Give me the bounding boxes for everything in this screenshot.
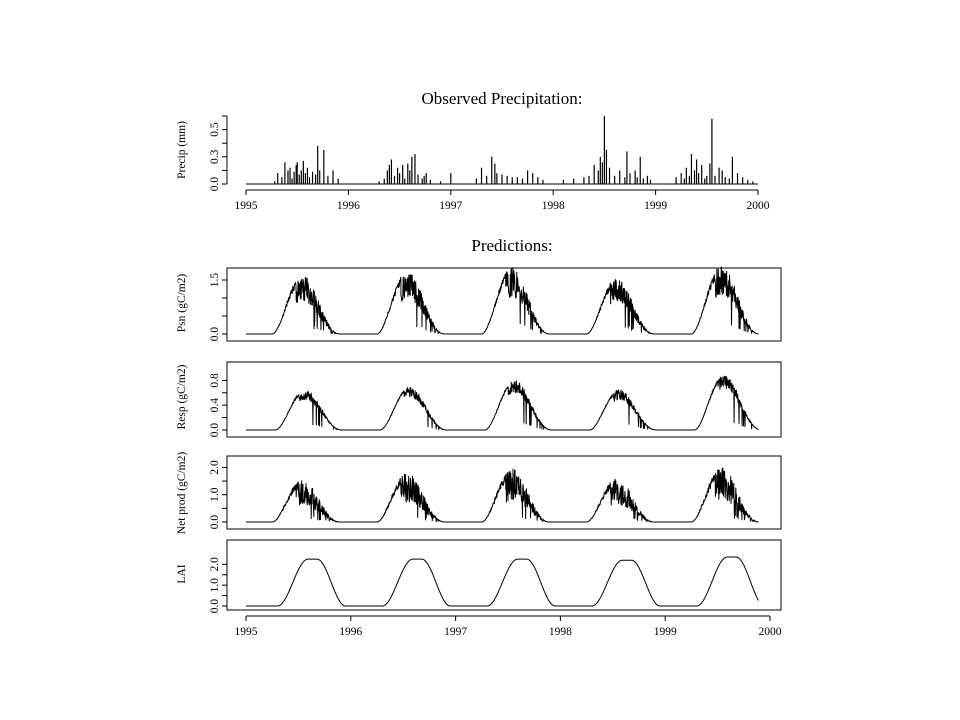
- net-prod-panel: 0.0 1.0 2.0: [209, 455, 782, 530]
- y-tick-label: 0.0: [209, 327, 221, 342]
- y-tick-label: 0.4: [209, 398, 221, 413]
- y-tick-label: 1.0: [209, 578, 221, 593]
- y-tick-label: 2.0: [209, 460, 221, 475]
- plot-frame: [226, 361, 782, 438]
- x-tick-label: 1995: [235, 200, 258, 212]
- plot-frame: [226, 455, 782, 530]
- y-tick-label: 0.0: [209, 515, 221, 530]
- x-tick-label: 1995: [235, 626, 258, 638]
- precip-ylabel: Precip (mm): [176, 121, 188, 179]
- psn-ylabel: Psn (gC/m2): [176, 274, 188, 333]
- x-tick-label: 1998: [542, 200, 565, 212]
- predictions-title: Predictions:: [471, 236, 552, 255]
- y-tick-label: 1.5: [209, 273, 221, 288]
- series-line: [245, 467, 759, 523]
- lai-ylabel: LAI: [176, 564, 188, 583]
- resp-panel: 0.0 0.4 0.8: [209, 361, 782, 438]
- y-tick-label: 0.0: [209, 423, 221, 438]
- y-tick-label: 0.3: [209, 149, 221, 164]
- series-line: [245, 556, 759, 607]
- lai-panel: 0.0 1.0 2.0 1995 1996 1997 1998 1999 2000: [209, 539, 782, 638]
- psn-panel: 0.0 1.5: [209, 266, 782, 342]
- y-tick-label: 2.0: [209, 557, 221, 572]
- y-tick-label: 1.0: [209, 487, 221, 502]
- x-tick-label: 1997: [439, 200, 462, 212]
- x-tick-label: 1997: [444, 626, 467, 638]
- y-tick-label: 0.0: [209, 599, 221, 614]
- x-tick-label: 2000: [759, 626, 782, 638]
- x-tick-label: 1998: [549, 626, 572, 638]
- resp-ylabel: Resp (gC/m2): [176, 364, 188, 429]
- x-tick-label: 1996: [337, 200, 360, 212]
- x-tick-label: 2000: [747, 200, 770, 212]
- net-prod-ylabel: Net prod (gC/m2): [176, 452, 188, 535]
- plot-frame: [226, 539, 782, 611]
- y-tick-label: 0.5: [209, 122, 221, 137]
- x-tick-label: 1996: [339, 626, 362, 638]
- x-tick-label: 1999: [644, 200, 667, 212]
- y-tick-label: 0.8: [209, 373, 221, 388]
- x-tick-label: 1999: [654, 626, 677, 638]
- precip-title: Observed Precipitation:: [422, 89, 583, 108]
- y-tick-label: 0.0: [209, 177, 221, 192]
- series-line: [245, 266, 759, 335]
- series-line: [245, 375, 759, 431]
- precip-panel: 0.0 0.3 0.5 1995 1996 1997 1998 1999 2000: [209, 115, 770, 212]
